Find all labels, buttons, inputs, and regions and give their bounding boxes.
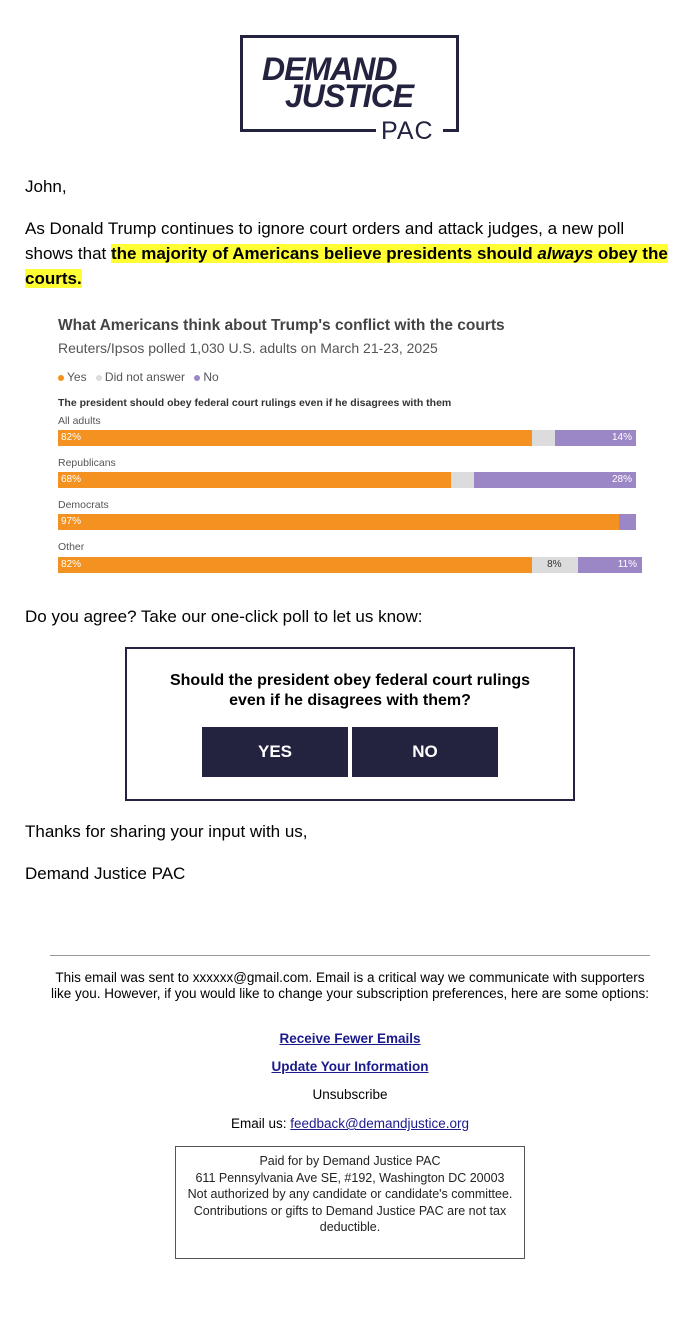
disclaimer-not-deductible: Contributions or gifts to Demand Justice… <box>193 1203 507 1235</box>
intro-highlight-a: the majority of Americans believe presid… <box>111 244 538 263</box>
signature: Demand Justice PAC <box>25 864 186 883</box>
poll-question-text: Should the president obey federal court … <box>169 672 531 709</box>
chart-bar-segment <box>58 472 452 488</box>
logo-frame-bottom-end <box>443 129 459 132</box>
logo-word-justice: JUSTICE <box>285 78 414 114</box>
chart-bar-segment <box>451 472 475 488</box>
legend-item-na: Did not answer <box>95 370 185 384</box>
chart-bar-segment <box>578 557 642 573</box>
chart-category-label: Republicans <box>58 457 116 469</box>
disclaimer-paid-for: Paid for by Demand Justice PAC <box>259 1154 441 1168</box>
logo-frame-right <box>456 35 459 132</box>
intro-highlight-em: always <box>537 244 594 263</box>
update-information: Update Your Information <box>45 1059 655 1075</box>
chart-data-label: 14% <box>612 432 633 443</box>
chart-bar-segment <box>58 557 532 573</box>
legend-label-na: Did not answer <box>104 370 185 384</box>
email-us: Email us: feedback@demandjustice.org <box>45 1116 655 1132</box>
intro-text: As Donald Trump continues to ignore cour… <box>25 219 625 263</box>
intro-paragraph: As Donald Trump continues to ignore cour… <box>25 216 675 291</box>
demand-justice-logo: DEMAND JUSTICE PAC <box>240 35 460 145</box>
intro-highlight: the majority of Americans believe presid… <box>25 244 668 288</box>
chart-data-label: 97% <box>61 516 82 527</box>
legend-item-yes: Yes <box>58 370 87 384</box>
yes-button[interactable]: YES <box>202 727 348 777</box>
legend-dot-yes <box>58 374 64 381</box>
poll-question: Should the president obey federal court … <box>127 671 573 711</box>
chart-bar-row: 97% <box>58 514 636 530</box>
disclaimer-address: 611 Pennsylvania Ave SE, #192, Washingto… <box>195 1170 505 1185</box>
chart-data-label: 68% <box>61 474 82 485</box>
intro-highlight-b: obey the courts. <box>25 244 668 288</box>
logo-frame-bottom <box>240 129 376 132</box>
receive-fewer-emails-link[interactable]: Receive Fewer Emails <box>279 1031 421 1046</box>
chart-bar-segment <box>531 557 579 573</box>
unsubscribe-link[interactable]: Unsubscribe <box>312 1087 388 1102</box>
chart-bar-row: 82% 14% <box>58 430 636 446</box>
chart-bar-row: 82% 8% 11% <box>58 557 642 573</box>
disclaimer-not-authorized: Not authorized by any candidate or candi… <box>187 1187 513 1201</box>
chart-data-label: 11% <box>617 559 638 570</box>
chart-question: The president should obey federal court … <box>58 397 452 409</box>
disclaimer-box: Paid for by Demand Justice PAC 611 Penns… <box>175 1146 525 1259</box>
receive-fewer-emails: Receive Fewer Emails <box>45 1031 655 1047</box>
chart-subtitle: Reuters/Ipsos polled 1,030 U.S. adults o… <box>58 340 438 356</box>
chart-category-label: Other <box>58 541 85 553</box>
legend-item-no: No <box>194 370 219 384</box>
logo-frame-top <box>240 35 456 132</box>
poll-chart: What Americans think about Trump's confl… <box>58 312 642 582</box>
chart-bar-row: 68% 28% <box>58 472 636 488</box>
feedback-email-link[interactable]: feedback@demandjustice.org <box>290 1116 470 1131</box>
chart-category-label: All adults <box>58 415 101 427</box>
chart-bar-segment <box>474 472 636 488</box>
thanks-text: Thanks for sharing your input with us, <box>25 822 308 841</box>
no-button[interactable]: NO <box>352 727 498 777</box>
footer-sent-text: This email was sent to xxxxxx@gmail.com.… <box>50 970 650 1001</box>
chart-bar-segment <box>58 430 532 446</box>
greeting: John, <box>25 177 67 196</box>
poll-prompt: Do you agree? Take our one-click poll to… <box>25 607 423 626</box>
chart-bar-segment <box>618 514 636 530</box>
update-information-link[interactable]: Update Your Information <box>271 1059 429 1074</box>
chart-data-label: 82% <box>61 432 82 443</box>
chart-category-label: Democrats <box>58 499 109 511</box>
chart-bar-segment <box>58 514 619 530</box>
chart-bar-segment <box>555 430 636 446</box>
logo-frame <box>240 35 243 132</box>
chart-data-label: 8% <box>547 559 562 570</box>
legend-label-yes: Yes <box>67 370 87 384</box>
chart-data-label: 82% <box>61 559 82 570</box>
poll-box: Should the president obey federal court … <box>125 647 575 801</box>
chart-data-label: 28% <box>612 474 633 485</box>
legend-label-no: No <box>203 370 219 384</box>
logo-word-pac: PAC <box>381 117 434 145</box>
chart-title: What Americans think about Trump's confl… <box>58 317 505 334</box>
legend-dot-na <box>95 374 102 381</box>
chart-bar-segment <box>531 430 556 446</box>
footer-divider <box>50 955 650 956</box>
legend-dot-no <box>194 374 201 381</box>
logo-word-demand: DEMAND <box>262 51 397 87</box>
chart-legend: Yes Did not answer No <box>58 370 225 384</box>
email-us-label: Email us: <box>230 1116 291 1131</box>
